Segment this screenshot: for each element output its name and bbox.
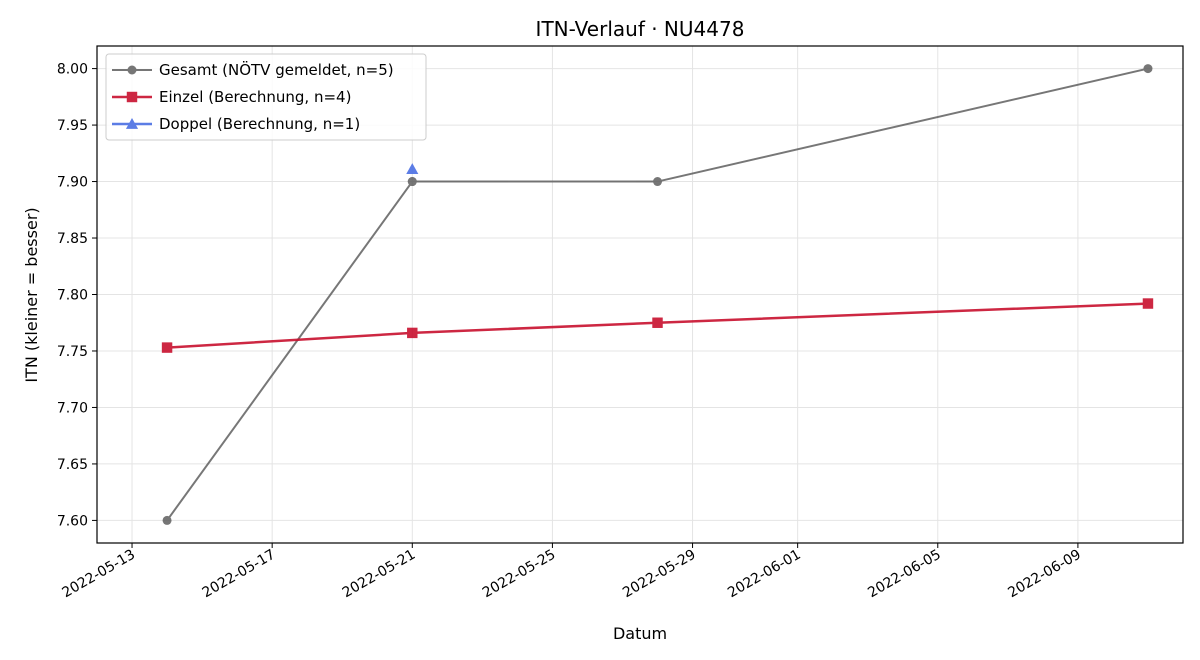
legend-label: Einzel (Berechnung, n=4): [159, 88, 351, 106]
data-point: [406, 163, 419, 174]
legend-box: [105, 53, 427, 141]
series-line: [166, 67, 1149, 521]
series-2: [161, 298, 1154, 353]
x-axis-title: Datum: [613, 624, 667, 643]
data-point: [407, 177, 417, 187]
legend-entry-1: [112, 65, 152, 75]
series-layer: [161, 64, 1154, 525]
legend-label: Gesamt (NÖTV gemeldet, n=5): [159, 60, 394, 79]
y-tick-label: 7.95: [57, 118, 88, 134]
x-tick-label: 2022-05-25: [480, 547, 558, 602]
legend-marker: [127, 65, 137, 75]
data-point: [161, 342, 173, 353]
legend-label: Doppel (Berechnung, n=1): [159, 115, 360, 133]
y-tick-label: 7.60: [57, 513, 88, 529]
x-tick-label: 2022-05-21: [340, 547, 418, 602]
y-tick-label: 7.70: [57, 400, 88, 416]
x-tick-label: 2022-05-17: [200, 547, 278, 602]
data-point: [162, 515, 172, 525]
legend: Gesamt (NÖTV gemeldet, n=5) Einzel (Berec…: [105, 53, 427, 141]
legend-entry-2: [112, 91, 152, 103]
x-tick-label: 2022-06-05: [865, 547, 943, 602]
legend-marker: [126, 91, 138, 103]
data-point: [653, 177, 663, 187]
x-tick-label: 2022-05-13: [60, 547, 138, 602]
x-tick-label: 2022-06-01: [725, 547, 803, 602]
x-tick-label: 2022-05-29: [620, 547, 698, 602]
y-tick-label: 7.75: [57, 344, 88, 360]
series-line: [166, 302, 1149, 349]
data-point: [652, 317, 663, 328]
x-tick-label: 2022-06-09: [1005, 547, 1083, 602]
legend-marker: [125, 117, 139, 129]
series-3: [406, 163, 419, 174]
chart-title: ITN-Verlauf · NU4478: [536, 17, 745, 41]
series-1: [162, 64, 1153, 525]
y-tick-label: 7.85: [57, 231, 88, 247]
y-axis-title: ITN (kleiner = besser): [22, 207, 41, 382]
data-point: [1142, 298, 1154, 309]
y-tick-label: 8.00: [57, 62, 88, 78]
y-tick-label: 7.90: [57, 175, 88, 191]
data-point: [407, 327, 418, 339]
legend-entry-3: [112, 117, 152, 129]
y-tick-label: 7.80: [57, 288, 88, 304]
y-tick-label: 7.65: [57, 457, 88, 473]
data-point: [1143, 64, 1153, 74]
